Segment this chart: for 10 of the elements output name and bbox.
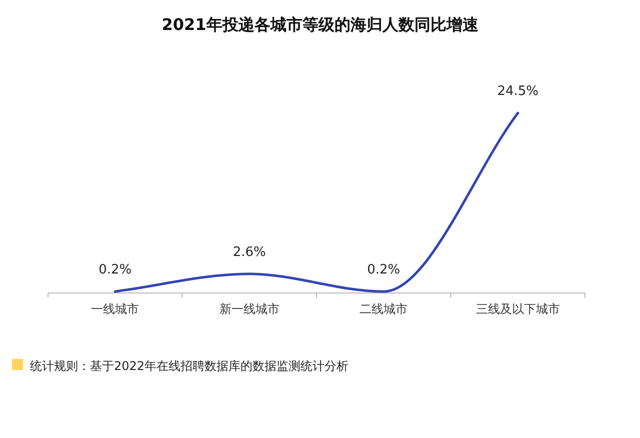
x-tick-label: 一线城市 [91, 302, 140, 316]
x-tick-label: 新一线城市 [219, 302, 280, 316]
data-label: 0.2% [367, 262, 400, 278]
x-tick-label: 三线及以下城市 [476, 302, 560, 316]
data-label: 2.6% [232, 244, 266, 260]
chart-title: 2021年投递各城市等级的海归人数同比增速 [162, 15, 480, 34]
data-label: 24.5% [497, 84, 539, 99]
data-label: 0.2% [98, 262, 132, 278]
x-tick-label: 二线城市 [360, 302, 408, 316]
text: 统计规则：基于2022年在线招聘数据库的数据监测统计分析 [30, 359, 349, 373]
